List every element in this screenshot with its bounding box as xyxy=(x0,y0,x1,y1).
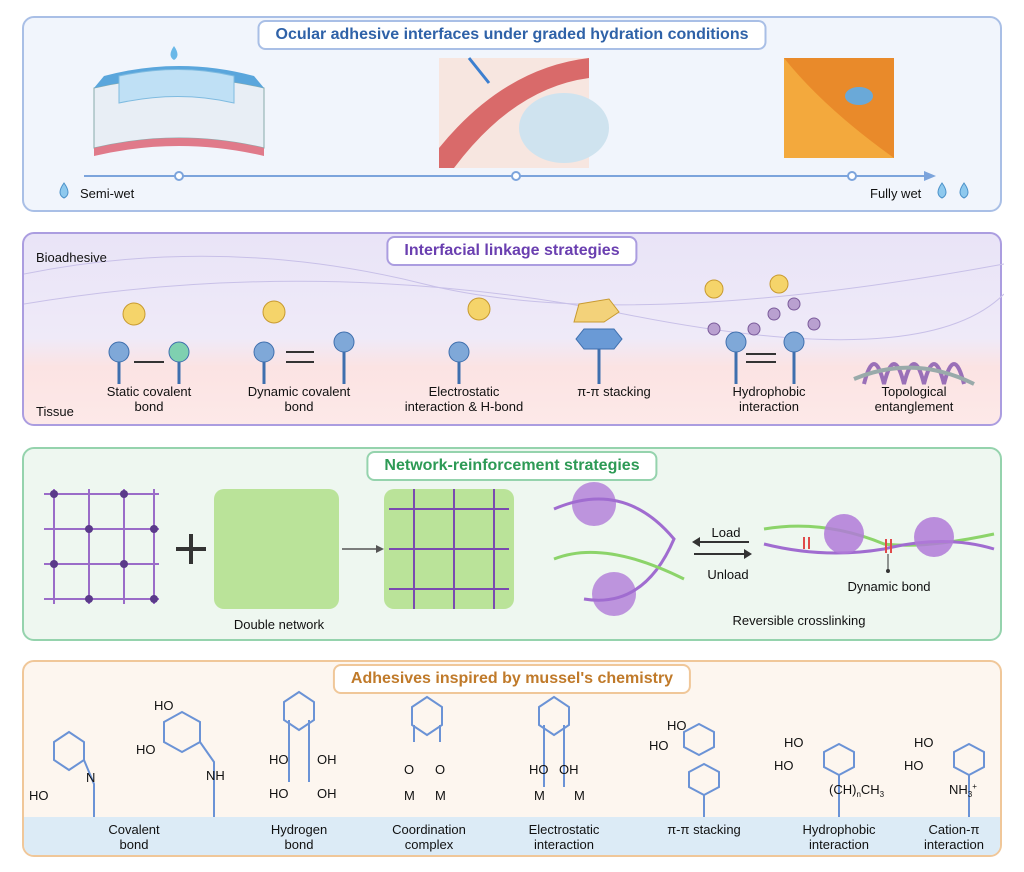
chem-text: HO xyxy=(774,758,794,773)
chem-text: M xyxy=(574,788,585,803)
network-panel: Network-reinforcement strategies Double … xyxy=(22,447,1002,641)
linkage-illustration xyxy=(24,255,1004,386)
retina-illustration xyxy=(784,58,894,158)
chemistry-label: Coordination complex xyxy=(392,822,466,852)
mussel-chemistry-panel: Adhesives inspired by mussel's chemistry… xyxy=(22,660,1002,857)
chem-text: HO xyxy=(529,762,549,777)
chemistry-label: Hydrophobic interaction xyxy=(802,822,876,852)
panel-title: Ocular adhesive interfaces under graded … xyxy=(257,20,767,50)
water-drop-icon xyxy=(937,182,947,199)
chem-text: M xyxy=(534,788,545,803)
chem-text: (CH)nCH3 xyxy=(829,782,885,799)
hydrogel-block-illustration xyxy=(93,46,265,156)
arrow-icon xyxy=(467,57,491,84)
chem-text: HO xyxy=(904,758,924,773)
entanglement-illustration xyxy=(862,362,966,385)
plus-icon xyxy=(176,534,206,564)
double-network-label: Double network xyxy=(233,617,325,632)
water-drop-icon xyxy=(170,46,178,60)
chem-text: HO xyxy=(29,788,49,803)
eye-section-illustration xyxy=(439,57,609,168)
semi-wet-label: Semi-wet xyxy=(80,186,135,201)
hydration-panel: Ocular adhesive interfaces under graded … xyxy=(22,16,1002,212)
chem-text: OH xyxy=(317,786,337,801)
linkage-label: Dynamic covalent bond xyxy=(247,384,351,414)
chem-text: HO xyxy=(667,718,687,733)
chem-text: HO xyxy=(649,738,669,753)
water-drop-icon xyxy=(959,182,969,199)
chem-text: OH xyxy=(317,752,337,767)
chemistry-label: π-π stacking xyxy=(667,822,741,837)
tissue-label: Tissue xyxy=(36,404,74,419)
arrow-icon xyxy=(376,545,384,553)
chem-text: HO xyxy=(914,735,934,750)
second-network-illustration xyxy=(214,489,339,609)
dynamic-bond-label: Dynamic bond xyxy=(847,579,931,594)
linkage-label: π-π stacking xyxy=(577,384,651,399)
chem-text: N xyxy=(86,770,95,785)
chem-text: O xyxy=(435,762,445,777)
unload-label: Unload xyxy=(707,567,749,582)
chem-text: HO xyxy=(269,786,289,801)
chem-text: NH xyxy=(206,768,225,783)
linkage-panel: Interfacial linkage strategies Bioadhesi… xyxy=(22,232,1004,426)
panel-title: Network-reinforcement strategies xyxy=(366,451,658,481)
panel-title: Adhesives inspired by mussel's chemistry xyxy=(332,664,692,694)
chemistry-label: Electrostatic interaction xyxy=(528,822,600,852)
linkage-label: Topological entanglement xyxy=(874,384,954,414)
chem-text: M xyxy=(435,788,446,803)
hydration-illustration xyxy=(59,46,969,199)
chem-text: HO xyxy=(269,752,289,767)
chemistry-label: Covalent bond xyxy=(108,822,160,852)
linkage-label: Static covalent bond xyxy=(106,384,192,414)
panel-title: Interfacial linkage strategies xyxy=(386,236,638,266)
chem-text: NH3+ xyxy=(949,782,977,799)
chem-text: HO xyxy=(154,698,174,713)
substrate-strip xyxy=(24,817,1000,855)
chem-text: HO xyxy=(136,742,156,757)
chemistry-structures: HO N HO HO NH HO OH HO OH O O M M HO OH … xyxy=(29,690,985,817)
chem-text: OH xyxy=(559,762,579,777)
chemistry-label: Cation-π interaction xyxy=(924,822,984,852)
single-network-illustration xyxy=(44,489,159,604)
network-illustration xyxy=(44,482,995,616)
load-label: Load xyxy=(711,525,741,540)
bioadhesive-label: Bioadhesive xyxy=(36,250,107,265)
chemistry-label: Hydrogen bond xyxy=(270,822,328,852)
reversible-crosslinking-label: Reversible crosslinking xyxy=(732,613,866,628)
linkage-label: Hydrophobic interaction xyxy=(732,384,806,414)
water-drop-icon xyxy=(59,182,69,199)
linkage-label: Electrostatic interaction & H-bond xyxy=(404,384,524,414)
chem-text: M xyxy=(404,788,415,803)
chem-text: O xyxy=(404,762,414,777)
fully-wet-label: Fully wet xyxy=(870,186,922,201)
chem-text: HO xyxy=(784,735,804,750)
